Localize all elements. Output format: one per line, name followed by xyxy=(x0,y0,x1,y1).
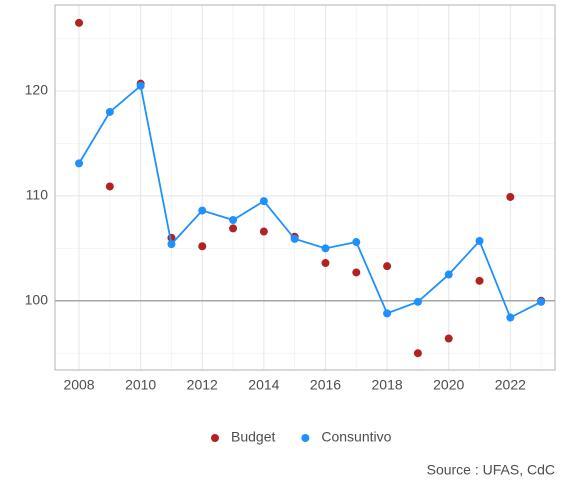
data-point xyxy=(259,197,268,206)
x-tick-label: 2008 xyxy=(63,377,94,393)
data-point xyxy=(259,227,268,236)
x-tick-label: 2016 xyxy=(310,377,341,393)
legend-marker xyxy=(301,434,310,442)
y-tick-label: 120 xyxy=(25,82,49,98)
y-tick-label: 110 xyxy=(26,187,49,203)
data-point xyxy=(413,297,422,306)
legend-marker xyxy=(211,434,219,442)
x-tick-label: 2012 xyxy=(187,377,218,393)
x-tick-label: 2022 xyxy=(495,377,526,393)
x-tick-label: 2010 xyxy=(125,377,156,393)
data-point xyxy=(75,159,84,168)
data-point xyxy=(321,259,330,268)
x-tick-label: 2018 xyxy=(372,377,403,393)
data-point xyxy=(383,309,392,318)
data-point xyxy=(352,238,361,247)
data-point xyxy=(290,234,299,243)
legend-label: Budget xyxy=(231,429,275,445)
data-point xyxy=(537,297,546,306)
series-line xyxy=(78,84,542,319)
data-point xyxy=(167,240,176,249)
data-point xyxy=(321,244,330,253)
data-point xyxy=(475,276,484,285)
data-point xyxy=(413,349,422,358)
data-point xyxy=(105,182,114,191)
data-point xyxy=(105,107,114,116)
data-point xyxy=(352,268,361,277)
data-point xyxy=(136,81,145,90)
data-point xyxy=(506,192,515,201)
x-tick-label: 2020 xyxy=(433,377,464,393)
legend-label: Consuntivo xyxy=(321,429,391,445)
data-point xyxy=(75,18,84,27)
data-point xyxy=(229,224,238,233)
data-point xyxy=(229,216,238,225)
data-point xyxy=(198,242,207,251)
data-point xyxy=(444,334,453,343)
data-point xyxy=(383,262,392,271)
x-tick-label: 2014 xyxy=(248,377,279,393)
data-point xyxy=(506,313,515,322)
caption: Source : UFAS, CdC xyxy=(427,462,555,478)
y-tick-label: 100 xyxy=(25,291,49,307)
data-point xyxy=(198,206,207,215)
plot-border xyxy=(54,4,556,371)
data-point xyxy=(444,270,453,279)
data-point xyxy=(475,236,484,245)
